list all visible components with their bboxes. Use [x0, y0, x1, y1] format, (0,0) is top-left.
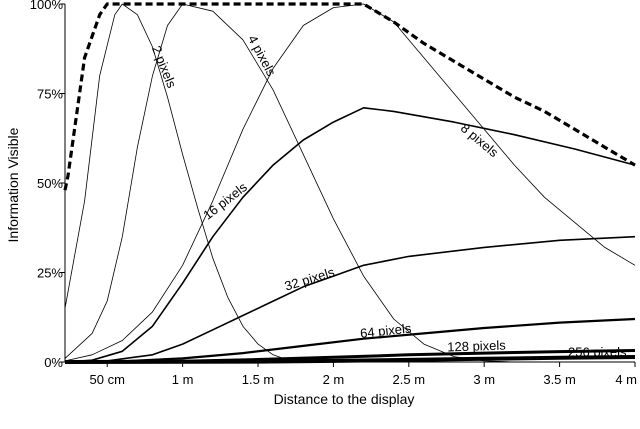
series-label-64-pixels: 64 pixels	[359, 320, 412, 340]
series-line-8-pixels	[64, 3, 636, 362]
series-label-8-pixels: 8 pixels	[458, 120, 502, 160]
x-tick-label: 1 m	[172, 372, 194, 387]
y-tick-label: 100%	[30, 0, 64, 12]
x-tick-label: 3.5 m	[543, 372, 576, 387]
x-tick-label: 2.5 m	[393, 372, 426, 387]
x-tick-label: 4 m	[615, 372, 637, 387]
axes: 0% 25% 50% 75% 100% 50 cm 1 m 1.5 m 2 m 2.5 m 3 m 3…	[30, 0, 637, 387]
x-tick-label: 50 cm	[90, 372, 125, 387]
series-line-16-pixels	[64, 107, 636, 363]
series-line-envelope	[63, 2, 636, 191]
series-line-4-pixels	[64, 3, 635, 363]
y-tick-label: 25%	[37, 266, 63, 281]
y-tick-label: 50%	[37, 176, 63, 191]
y-axis-title: Information Visible	[5, 127, 21, 242]
series-label-2-pixels: 2 pixels	[149, 44, 180, 91]
x-tick-label: 1.5 m	[242, 372, 275, 387]
x-axis-title: Distance to the display	[274, 391, 415, 407]
series-line-256-pixels	[64, 355, 636, 364]
series-label-256-pixels: 256 pixels	[568, 345, 627, 360]
series-line-2-pixels	[64, 3, 635, 363]
x-tick-label: 2 m	[323, 372, 345, 387]
series-label-16-pixels: 16 pixels	[200, 179, 250, 223]
series-lines	[63, 2, 636, 364]
series-label-32-pixels: 32 pixels	[283, 264, 337, 293]
x-tick-label: 3 m	[473, 372, 495, 387]
series-label-128-pixels: 128 pixels	[447, 338, 507, 355]
y-tick-label: 0%	[44, 355, 63, 370]
series-line-32-pixels	[64, 235, 636, 363]
y-tick-label: 75%	[37, 87, 63, 102]
